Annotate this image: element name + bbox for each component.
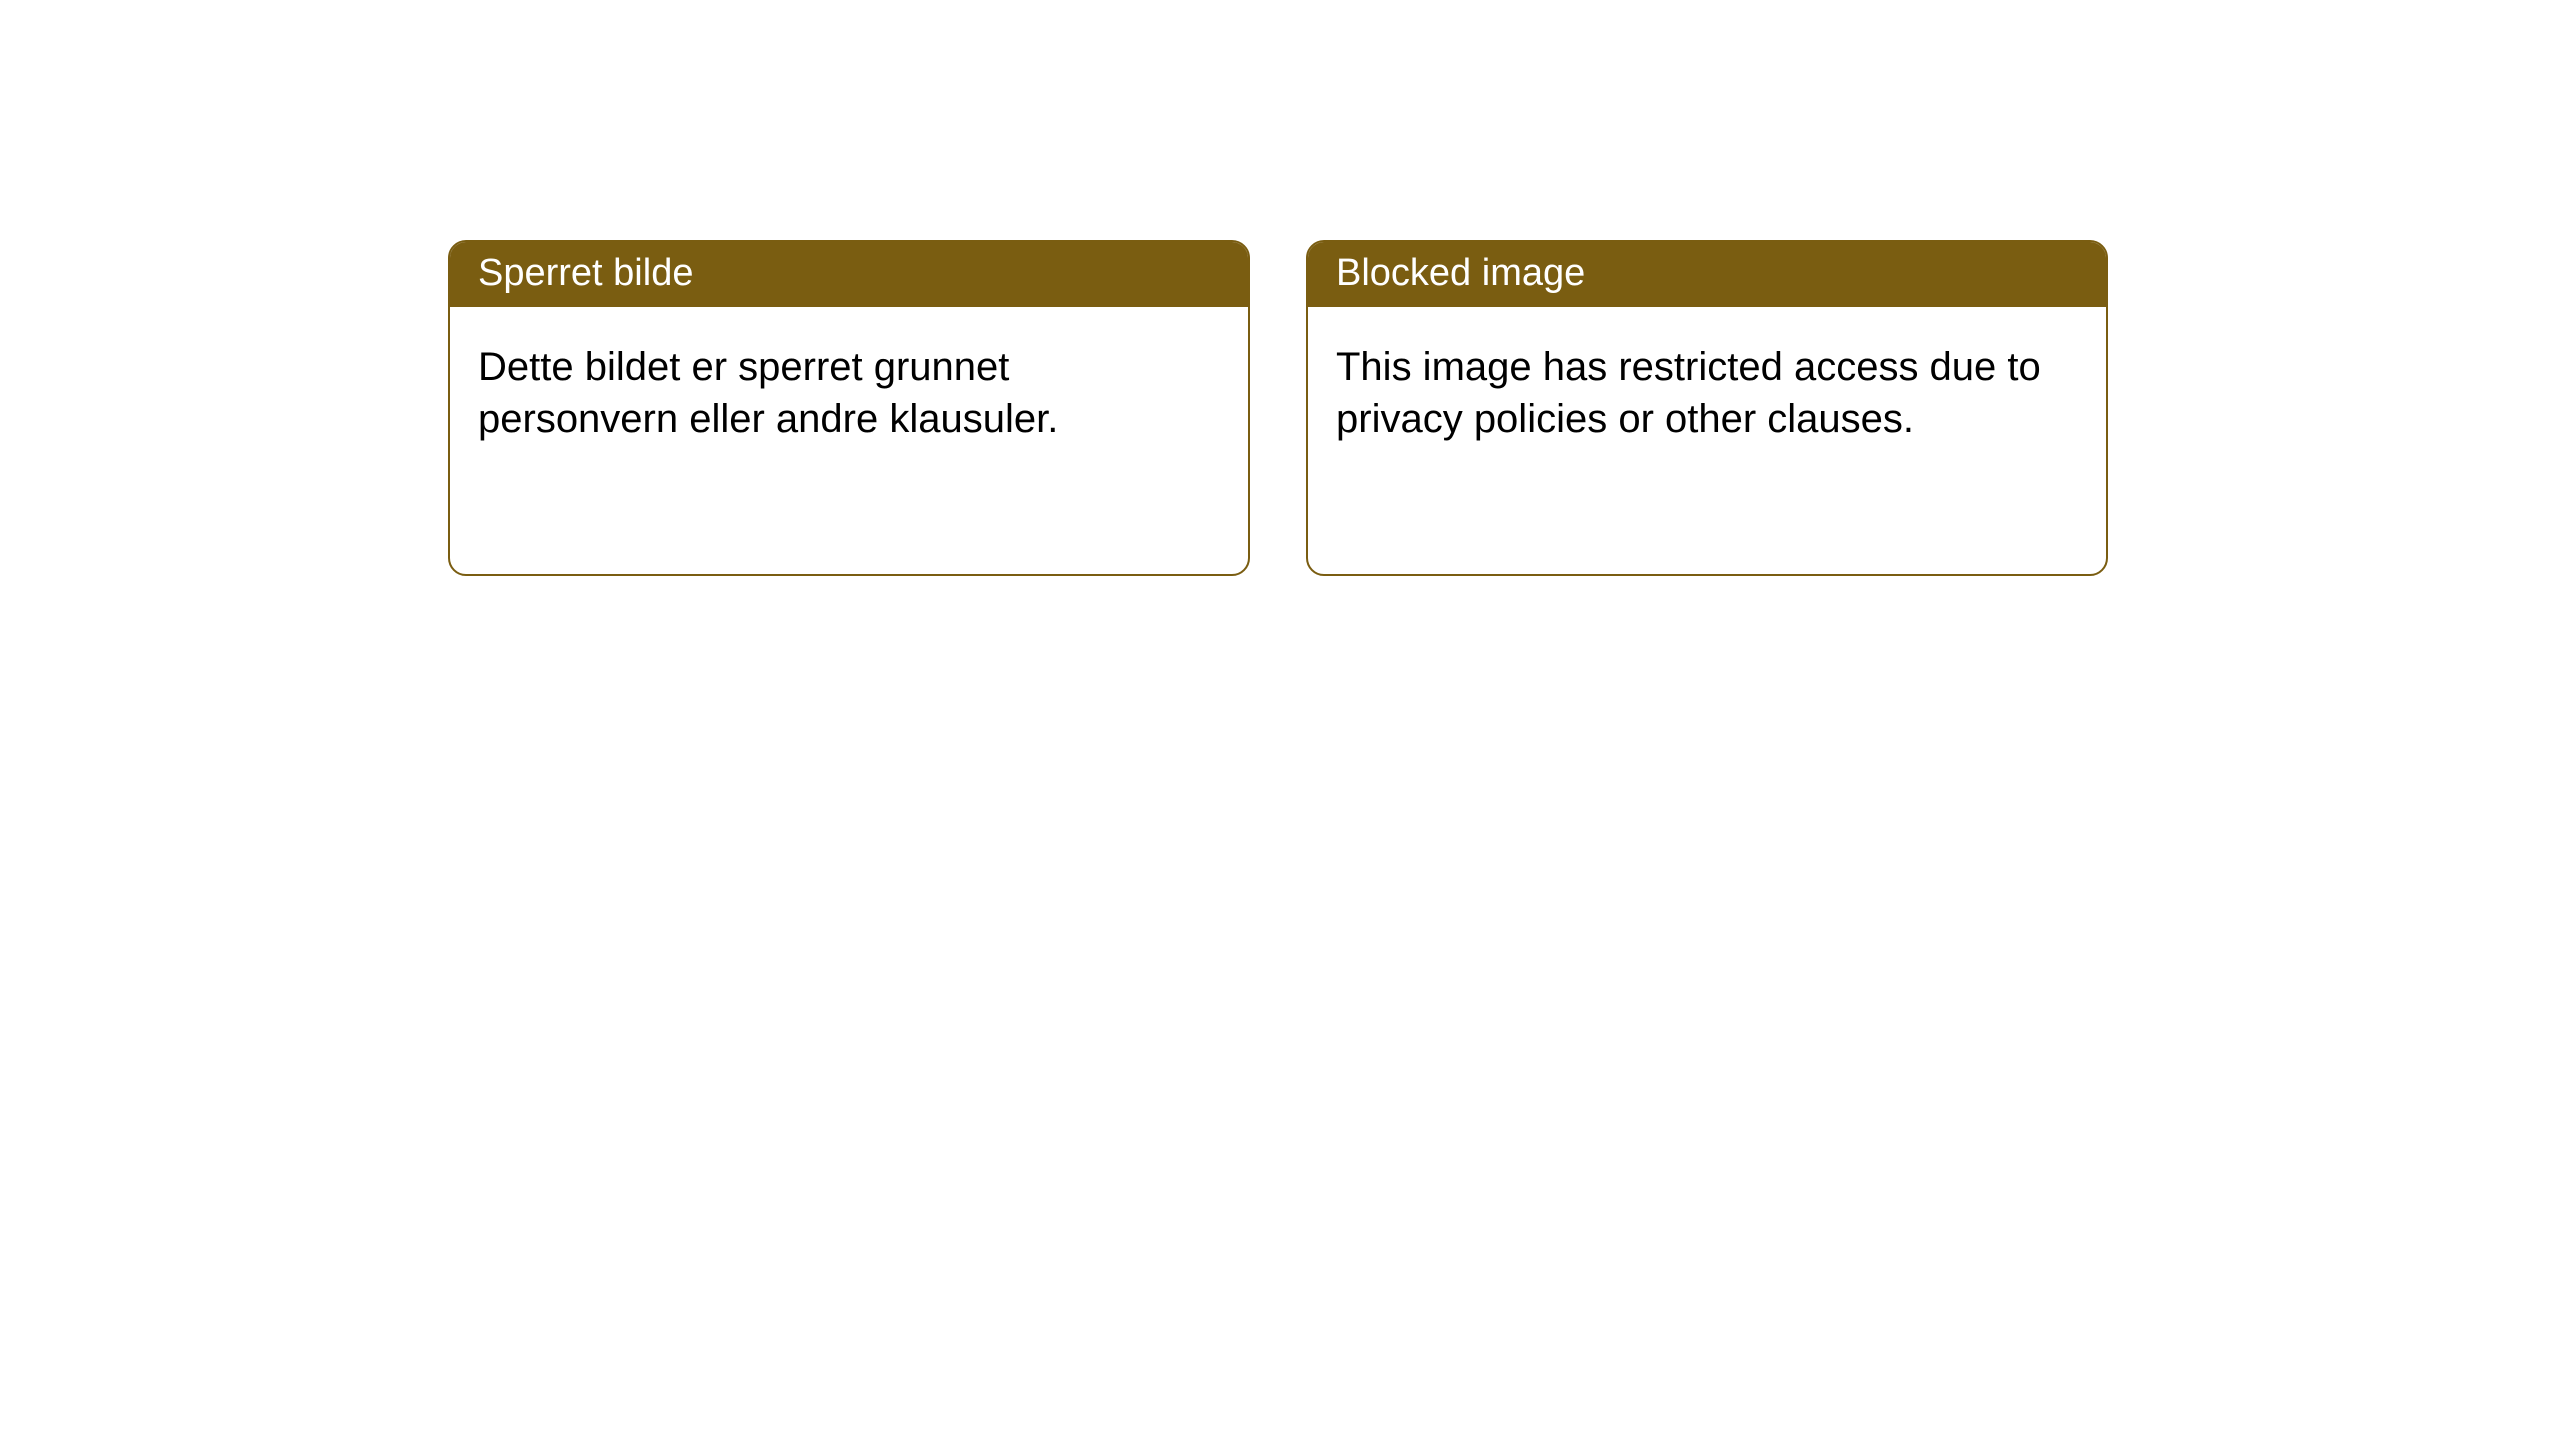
notice-body-norwegian: Dette bildet er sperret grunnet personve… xyxy=(450,307,1248,479)
notice-header-english: Blocked image xyxy=(1308,242,2106,307)
notice-body-english: This image has restricted access due to … xyxy=(1308,307,2106,479)
notice-card-norwegian: Sperret bilde Dette bildet er sperret gr… xyxy=(448,240,1250,576)
notice-card-english: Blocked image This image has restricted … xyxy=(1306,240,2108,576)
notice-header-norwegian: Sperret bilde xyxy=(450,242,1248,307)
notice-container: Sperret bilde Dette bildet er sperret gr… xyxy=(0,0,2560,576)
